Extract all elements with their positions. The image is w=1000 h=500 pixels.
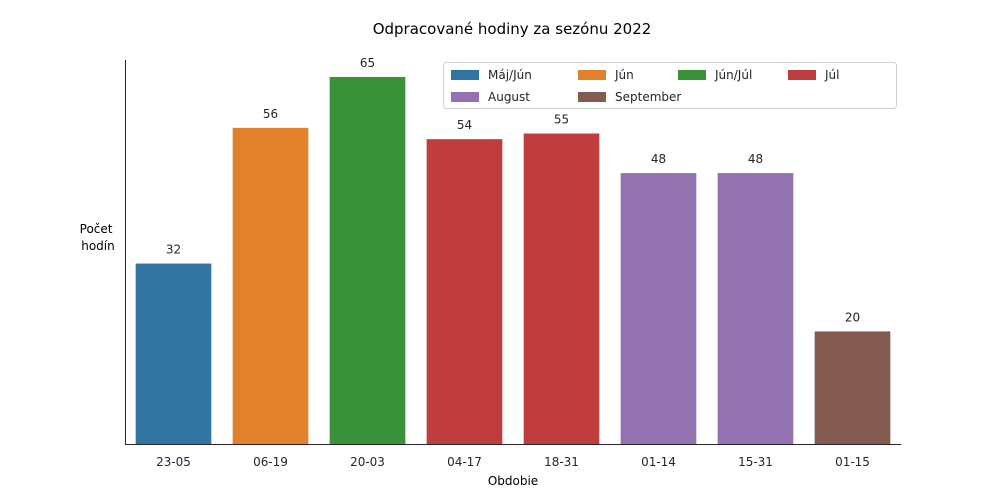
bar-01-14 [620,173,697,445]
x-tick-label-04-17: 04-17 [447,455,482,469]
legend-swatch-5 [451,92,479,102]
bar-20-03 [329,76,406,445]
legend-swatch-1 [451,70,479,80]
legend-swatch-3 [678,70,706,80]
bars-group [135,76,891,445]
bar-04-17 [426,139,503,445]
x-tick-label-18-31: 18-31 [544,455,579,469]
bar-value-label-06-19: 56 [263,107,278,121]
bar-labels-group: 32 56 65 54 55 48 48 20 [166,56,860,324]
x-axis-label: Obdobie [488,474,538,488]
bar-15-31 [717,173,794,445]
bar-value-label-20-03: 65 [360,56,375,70]
legend-label-2: Jún [614,68,634,82]
chart-title: Odpracované hodiny za sezónu 2022 [373,20,652,38]
bar-01-15 [814,331,891,445]
bar-value-label-01-15: 20 [845,310,860,324]
bar-value-label-01-14: 48 [651,152,666,166]
bar-value-label-18-31: 55 [554,113,569,127]
bar-value-label-04-17: 54 [457,118,472,132]
bar-18-31 [523,133,600,445]
x-tick-label-20-03: 20-03 [350,455,385,469]
legend-label-5: August [488,90,530,104]
bar-value-label-23-05: 32 [166,243,181,257]
y-axis-label-line-2: hodín [81,239,115,253]
y-axis-label-line-1: Počet [80,222,113,236]
legend-swatch-6 [578,92,606,102]
bar-value-label-15-31: 48 [748,152,763,166]
x-tick-label-01-14: 01-14 [641,455,676,469]
legend-label-1: Máj/Jún [488,68,532,82]
x-tick-label-15-31: 15-31 [738,455,773,469]
bar-06-19 [232,127,309,445]
x-tick-label-06-19: 06-19 [253,455,288,469]
legend-swatch-4 [788,70,816,80]
bar-23-05 [135,263,212,445]
legend: Máj/Jún Jún Jún/Júl Júl August September [443,62,897,109]
legend-swatch-2 [578,70,606,80]
legend-label-4: Júl [824,68,839,82]
legend-label-6: September [615,90,681,104]
x-tick-label-01-15: 01-15 [835,455,870,469]
y-axis-label: Počet hodín [80,222,117,253]
x-tick-label-23-05: 23-05 [156,455,191,469]
x-tick-labels-group: 23-05 06-19 20-03 04-17 18-31 01-14 15-31 01-15 [156,455,870,469]
legend-label-3: Jún/Júl [714,68,752,82]
legend-frame [443,62,897,109]
